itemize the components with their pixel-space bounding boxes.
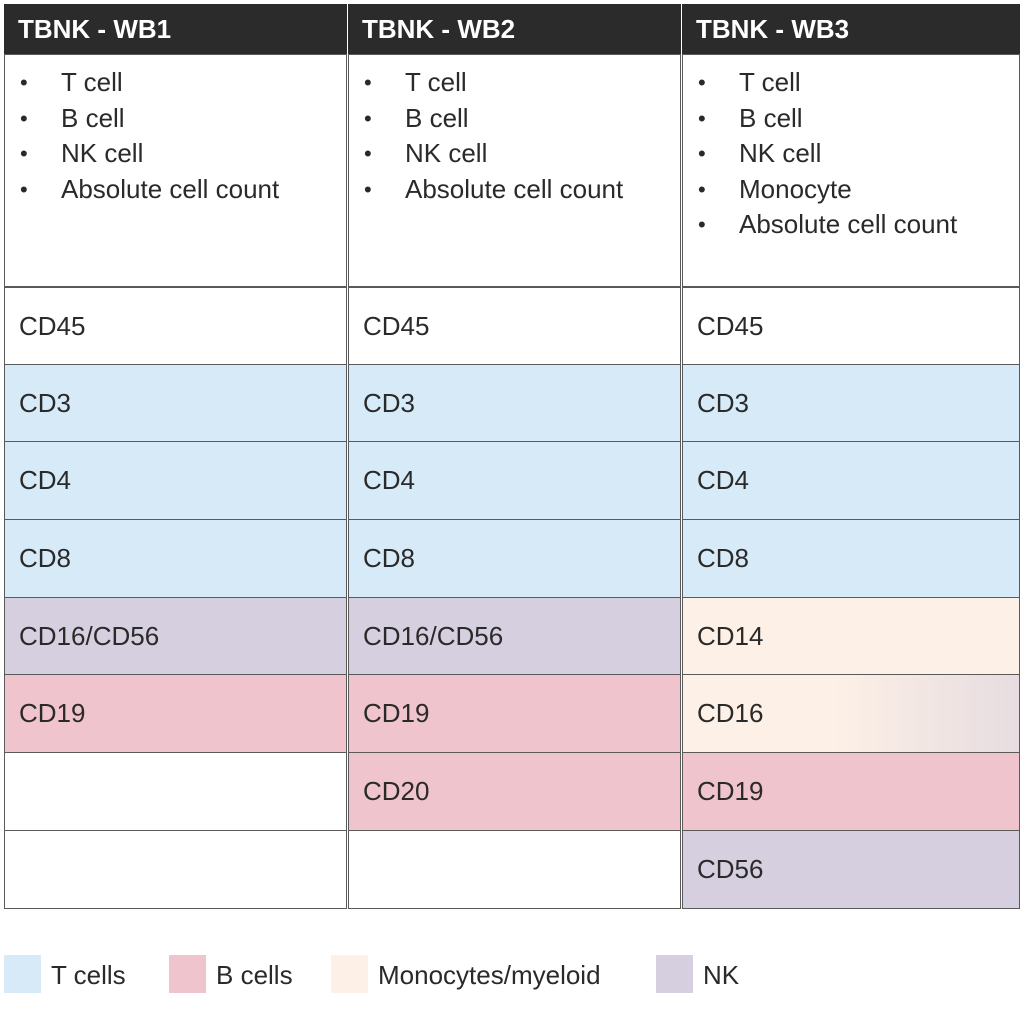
population-label: T cell <box>405 67 467 97</box>
bullet-icon: • <box>20 141 28 166</box>
column-header-wb3: TBNK - WB3 <box>682 4 1020 54</box>
population-item: • NK cell <box>349 136 680 172</box>
population-label: B cell <box>61 102 125 133</box>
population-item: • Monocyte <box>683 172 1019 208</box>
marker-cell-cd4: CD4 <box>682 441 1020 520</box>
population-label: Absolute cell count <box>739 209 958 239</box>
marker-cell-empty <box>348 830 681 909</box>
legend: T cells B cells Monocytes/myeloid NK <box>0 955 1024 995</box>
column-header-wb1: TBNK - WB1 <box>4 4 347 54</box>
population-label: Absolute cell count <box>61 173 280 204</box>
population-list-wb1: • T cell • B cell • NK cell • Absolute cell … <box>4 54 347 287</box>
panel-table: TBNK - WB1 • T cell • B cell • NK cell • Abs… <box>4 4 1020 909</box>
marker-cell-cd4: CD4 <box>4 441 347 520</box>
population-list-wb3: • T cell • B cell • NK cell • Monocyte • Abso… <box>682 54 1020 287</box>
panel-column-wb2: TBNK - WB2 • T cell • B cell • NK cell • Abs… <box>348 4 681 909</box>
legend-label: Monocytes/myeloid <box>378 960 601 990</box>
legend-label: B cells <box>216 960 293 990</box>
bullet-icon: • <box>20 70 28 95</box>
legend-label: T cells <box>51 960 126 990</box>
marker-cell-cd45: CD45 <box>348 287 681 366</box>
marker-cell-cd16-cd56: CD16/CD56 <box>348 597 681 676</box>
legend-swatch-nk <box>656 955 693 993</box>
legend-swatch-t-cells <box>4 955 41 993</box>
population-item: • T cell <box>683 65 1019 101</box>
bullet-icon: • <box>698 105 706 131</box>
bullet-icon: • <box>698 176 706 202</box>
marker-cell-cd3: CD3 <box>348 364 681 443</box>
marker-cell-cd20: CD20 <box>348 752 681 831</box>
marker-cell-cd4: CD4 <box>348 441 681 520</box>
marker-cell-cd3: CD3 <box>682 364 1020 443</box>
population-label: NK cell <box>61 138 144 168</box>
population-label: B cell <box>739 102 803 133</box>
marker-cell-empty <box>4 752 347 831</box>
panel-column-wb1: TBNK - WB1 • T cell • B cell • NK cell • Abs… <box>4 4 347 909</box>
population-item: • T cell <box>5 65 346 101</box>
bullet-icon: • <box>698 212 706 237</box>
bullet-icon: • <box>698 70 706 95</box>
bullet-icon: • <box>364 105 372 131</box>
population-item: • B cell <box>349 101 680 137</box>
population-item: • NK cell <box>5 136 346 172</box>
column-header-wb2: TBNK - WB2 <box>348 4 681 54</box>
legend-swatch-b-cells <box>169 955 206 993</box>
population-item: • B cell <box>683 101 1019 137</box>
marker-cell-cd8: CD8 <box>348 519 681 598</box>
marker-cell-cd8: CD8 <box>682 519 1020 598</box>
marker-cell-cd16-cd56: CD16/CD56 <box>4 597 347 676</box>
population-item: • Absolute cell count <box>349 172 680 208</box>
bullet-icon: • <box>364 70 372 95</box>
bullet-icon: • <box>364 141 372 166</box>
population-label: NK cell <box>739 138 822 168</box>
marker-cell-cd56: CD56 <box>682 830 1020 909</box>
legend-label: NK <box>703 960 740 990</box>
bullet-icon: • <box>20 105 28 131</box>
marker-cell-cd19: CD19 <box>4 674 347 753</box>
bullet-icon: • <box>698 141 706 166</box>
marker-cell-cd19: CD19 <box>348 674 681 753</box>
marker-cell-cd45: CD45 <box>682 287 1020 366</box>
marker-cell-cd8: CD8 <box>4 519 347 598</box>
population-label: NK cell <box>405 138 488 168</box>
population-list-wb2: • T cell • B cell • NK cell • Absolute cell … <box>348 54 681 287</box>
population-label: Monocyte <box>739 173 852 204</box>
population-label: T cell <box>61 67 123 97</box>
population-item: • T cell <box>349 65 680 101</box>
marker-cell-cd3: CD3 <box>4 364 347 443</box>
population-item: • B cell <box>5 101 346 137</box>
marker-cell-cd16: CD16 <box>682 674 1020 753</box>
population-label: T cell <box>739 67 801 97</box>
population-item: • Absolute cell count <box>5 172 346 208</box>
marker-cell-cd14: CD14 <box>682 597 1020 676</box>
marker-cell-cd19: CD19 <box>682 752 1020 831</box>
marker-cell-empty <box>4 830 347 909</box>
marker-cell-cd45: CD45 <box>4 287 347 366</box>
population-item: • NK cell <box>683 136 1019 172</box>
population-label: B cell <box>405 102 469 133</box>
bullet-icon: • <box>364 176 372 202</box>
population-label: Absolute cell count <box>405 173 624 204</box>
legend-swatch-monocytes-myeloid <box>331 955 368 993</box>
bullet-icon: • <box>20 176 28 202</box>
panel-column-wb3: TBNK - WB3 • T cell • B cell • NK cell • Mon… <box>682 4 1020 909</box>
population-item: • Absolute cell count <box>683 207 1019 243</box>
